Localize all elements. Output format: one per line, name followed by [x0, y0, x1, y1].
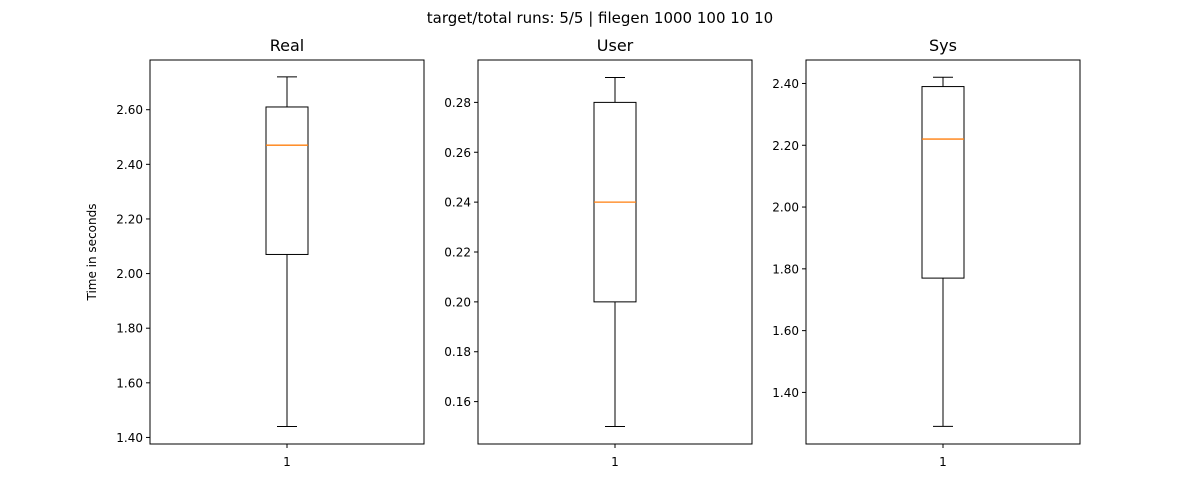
y-tick-label: 2.40: [772, 77, 799, 91]
y-tick-label: 2.40: [116, 158, 143, 172]
y-tick-label: 1.40: [116, 431, 143, 445]
y-tick-label: 2.60: [116, 103, 143, 117]
iqr-box: [265, 106, 309, 255]
axes-frame: [805, 59, 1081, 445]
subplot-user: User 0.16 0.18 0.20 0.22 0.24 0.26 0.28 1: [444, 36, 753, 469]
figure-suptitle: target/total runs: 5/5 | filegen 1000 10…: [427, 9, 773, 27]
x-tick-label: 1: [611, 455, 619, 469]
y-tick-label: 0.26: [444, 146, 471, 160]
y-tick-label: 1.60: [772, 324, 799, 338]
y-tick-label: 2.00: [116, 267, 143, 281]
subplot-title: User: [597, 36, 634, 55]
iqr-box: [921, 86, 965, 279]
y-tick-label: 0.16: [444, 395, 471, 409]
y-tick-label: 1.80: [772, 262, 799, 276]
y-tick-label: 1.60: [116, 376, 143, 390]
subplot-sys: Sys 1.40 1.60 1.80 2.00 2.20 2.40 1: [772, 36, 1081, 469]
y-tick-label: 2.20: [772, 139, 799, 153]
y-tick-label: 0.18: [444, 345, 471, 359]
subplot-title: Real: [270, 36, 305, 55]
axes-frame: [149, 59, 425, 445]
y-tick-label: 1.40: [772, 386, 799, 400]
y-tick-label: 2.20: [116, 212, 143, 226]
subplot-title: Sys: [929, 36, 957, 55]
x-tick-label: 1: [283, 455, 291, 469]
x-tick-label: 1: [939, 455, 947, 469]
y-tick-label: 1.80: [116, 322, 143, 336]
y-tick-label: 0.28: [444, 96, 471, 110]
y-axis-label: Time in seconds: [85, 204, 99, 302]
subplot-real: Real 1.40 1.60 1.80 2.00 2.20 2.40 2.60 1 Time in…: [85, 36, 425, 469]
axes-frame: [477, 59, 753, 445]
y-tick-label: 0.24: [444, 196, 471, 210]
y-tick-label: 0.20: [444, 295, 471, 309]
y-tick-label: 2.00: [772, 201, 799, 215]
y-tick-label: 0.22: [444, 246, 471, 260]
